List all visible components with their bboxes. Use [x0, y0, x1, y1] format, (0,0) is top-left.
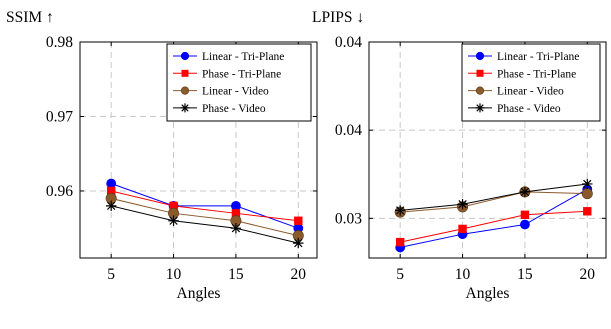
- chart-title: LPIPS ↓: [312, 9, 364, 26]
- series-line: [111, 183, 299, 229]
- point-marker: [294, 216, 303, 225]
- x-tick-label: 15: [228, 266, 244, 283]
- point-marker: [476, 69, 484, 77]
- legend: Linear - Tri-Plane Phase - Tri-Plane Linea…: [166, 43, 312, 122]
- legend-entry: Phase - Tri-Plane: [173, 68, 281, 80]
- point-marker: [582, 178, 593, 190]
- y-tick-label: 0.04: [335, 122, 362, 139]
- point-marker: [520, 219, 530, 230]
- legend-entry: Linear - Video: [468, 86, 564, 98]
- point-marker: [475, 86, 485, 95]
- legend-entry: Phase - Tri-Plane: [468, 68, 576, 80]
- series-line: [111, 190, 299, 222]
- legend-entry: Phase - Video: [468, 103, 561, 115]
- point-marker: [169, 201, 178, 211]
- x-tick-label: 15: [517, 266, 533, 283]
- series-line: [111, 205, 299, 244]
- point-marker: [583, 207, 592, 216]
- point-marker: [293, 237, 304, 249]
- legend: Linear - Tri-Plane Phase - Tri-Plane Linea…: [461, 43, 601, 122]
- y-tick-label: 0.98: [46, 34, 73, 51]
- point-marker: [105, 200, 117, 212]
- chart-title: SSIM ↑: [6, 9, 54, 26]
- point-marker: [106, 186, 116, 196]
- point-marker: [230, 223, 242, 234]
- lpips-chart: LPIPS ↓ 0.03 0.04 0.04 5 10 15 20 Angles Linear -…: [312, 9, 607, 302]
- x-tick-label: 5: [396, 266, 404, 283]
- legend-label: Linear - Video: [497, 86, 564, 98]
- series-line: [400, 191, 588, 213]
- series-phase-video: [105, 200, 304, 249]
- legend-entry: Linear - Tri-Plane: [468, 51, 579, 63]
- y-tick-label: 0.03: [335, 210, 362, 227]
- series-line: [400, 183, 588, 211]
- x-tick-label: 10: [166, 266, 182, 283]
- series-line: [111, 197, 299, 237]
- y-tick-label: 0.04: [335, 34, 362, 51]
- point-marker: [180, 103, 190, 113]
- point-marker: [395, 237, 405, 247]
- point-marker: [231, 209, 241, 218]
- plot-frame: [79, 41, 318, 259]
- legend-entry: Phase - Video: [173, 103, 266, 115]
- point-marker: [181, 69, 189, 77]
- legend-entry: Linear - Video: [173, 86, 269, 98]
- point-marker: [168, 215, 179, 226]
- point-marker: [475, 51, 485, 61]
- ssim-chart: SSIM ↑ 0.96 0.97 0.98 5 10 15 20 Angles Linear - …: [6, 9, 318, 302]
- x-tick-label: 5: [107, 266, 115, 283]
- series-phase-tri-plane: [395, 207, 592, 247]
- series-line: [400, 188, 588, 248]
- point-marker: [231, 200, 241, 211]
- y-tick-label: 0.96: [46, 183, 73, 200]
- series-phase-tri-plane: [106, 186, 303, 225]
- x-tick-label: 10: [455, 266, 471, 283]
- legend-label: Linear - Tri-Plane: [497, 51, 579, 63]
- legend-entry: Linear - Tri-Plane: [173, 51, 284, 63]
- point-marker: [457, 199, 468, 210]
- legend-label: Phase - Video: [202, 103, 266, 115]
- point-marker: [180, 86, 190, 95]
- legend-label: Phase - Tri-Plane: [497, 68, 576, 80]
- plot-frame: [368, 41, 607, 259]
- y-tick-label: 0.97: [46, 108, 73, 125]
- point-marker: [519, 186, 531, 198]
- point-marker: [180, 51, 190, 61]
- point-marker: [520, 210, 530, 219]
- point-marker: [394, 205, 406, 216]
- x-tick-label: 20: [580, 266, 596, 283]
- point-marker: [581, 188, 593, 200]
- point-marker: [475, 103, 485, 113]
- series-line: [400, 210, 588, 243]
- series-linear-video: [105, 192, 304, 242]
- x-axis-label: Angles: [177, 285, 221, 302]
- series-phase-video: [394, 178, 593, 216]
- x-tick-label: 20: [291, 266, 307, 283]
- point-marker: [106, 178, 117, 189]
- legend-label: Linear - Tri-Plane: [202, 51, 284, 63]
- point-marker: [458, 224, 467, 234]
- legend-label: Phase - Video: [497, 103, 561, 115]
- x-axis-label: Angles: [466, 285, 510, 302]
- legend-label: Linear - Video: [202, 86, 269, 98]
- legend-label: Phase - Tri-Plane: [202, 68, 281, 80]
